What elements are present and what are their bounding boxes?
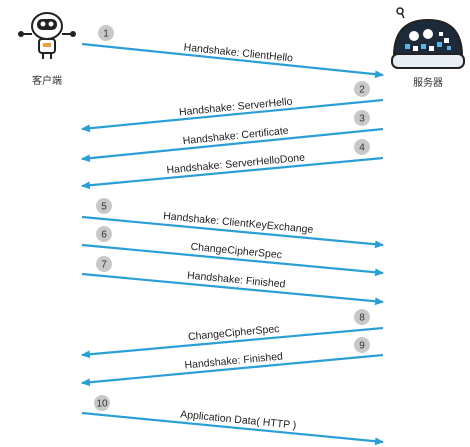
step-5-circle (96, 198, 112, 214)
step-6-number: 6 (101, 230, 107, 241)
message-9-arrow (81, 353, 384, 387)
server-label: 服务器 (413, 76, 443, 89)
message-5-arrow (81, 215, 384, 249)
step-7-circle (96, 256, 112, 272)
step-4-circle (354, 139, 370, 155)
step-4-number: 4 (359, 143, 365, 154)
client-label: 客户端 (32, 74, 62, 87)
message-6-label: ChangeCipherSpec (190, 241, 282, 261)
message-1-arrow (81, 42, 384, 79)
message-7-arrow (81, 272, 384, 306)
step-9-number: 9 (359, 341, 365, 352)
message-9: 9 Handshake: Finished (81, 337, 384, 387)
message-5: 5 Handshake: ClientKeyExchange (81, 198, 384, 249)
message-4-arrow (81, 156, 384, 190)
message-10: 10 Application Data( HTTP ) (81, 395, 384, 446)
step-1-number: 1 (103, 29, 109, 40)
message-4: 4 Handshake: ServerHelloDone (81, 139, 384, 190)
message-2: 2 Handshake: ServerHello (81, 81, 384, 133)
message-7: 7 Handshake: Finished (81, 256, 384, 306)
message-3: 3 Handshake: Certificate (81, 110, 384, 163)
server-robot-icon (391, 7, 465, 69)
step-3-number: 3 (359, 114, 365, 125)
message-6: 6 ChangeCipherSpec (81, 226, 384, 277)
step-9-circle (354, 337, 370, 353)
message-6-arrow (81, 243, 384, 277)
step-1-circle (98, 25, 114, 41)
step-10-circle (94, 395, 110, 411)
step-8-number: 8 (359, 313, 365, 324)
robot-icon (18, 12, 76, 59)
step-2-number: 2 (359, 85, 365, 96)
step-2-circle (354, 81, 370, 97)
step-6-circle (96, 226, 112, 242)
message-8-label: ChangeCipherSpec (188, 323, 280, 343)
message-10-arrow (81, 411, 384, 446)
step-5-number: 5 (101, 202, 107, 213)
step-10-number: 10 (96, 399, 108, 410)
message-1: 1 Handshake: ClientHello (81, 25, 384, 79)
step-7-number: 7 (101, 260, 107, 271)
message-8-arrow (81, 326, 384, 359)
step-8-circle (354, 309, 370, 325)
message-8: 8 ChangeCipherSpec (81, 309, 384, 359)
step-3-circle (354, 110, 370, 126)
message-3-arrow (81, 127, 384, 163)
message-2-arrow (81, 98, 384, 133)
